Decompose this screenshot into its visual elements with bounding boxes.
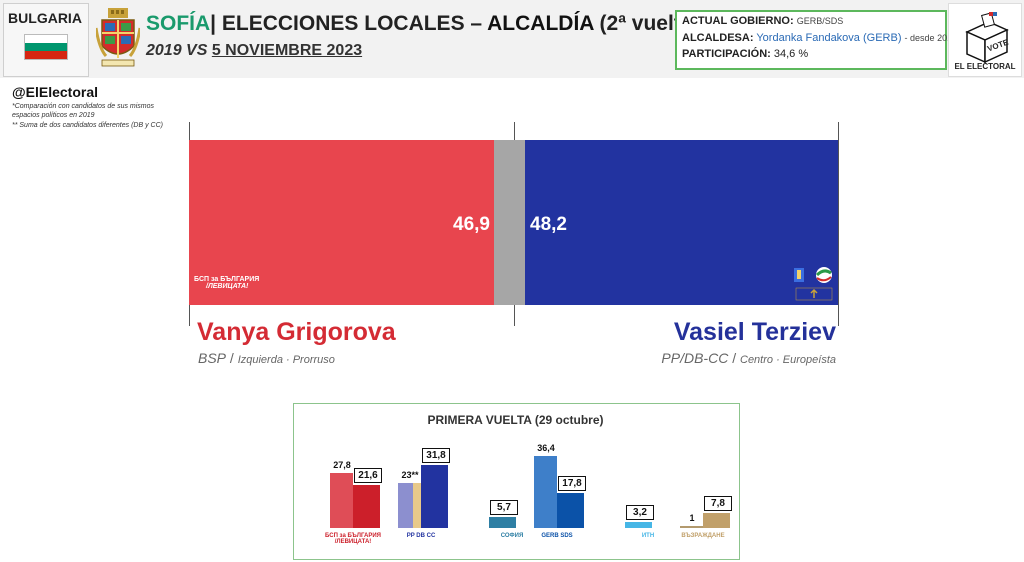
turnout-label: PARTICIPACIÓN: [682, 48, 771, 60]
info-government: ACTUAL GOBIERNO: GERB/SDS [682, 15, 843, 27]
info-box [675, 10, 947, 70]
value-label-right: 48,2 [530, 214, 567, 235]
note-sum: ** Suma de dos candidatos diferentes (DB… [12, 122, 163, 129]
turnout-value: 34,6 % [773, 48, 809, 60]
flag-stripe-white [25, 35, 67, 43]
info-turnout: PARTICIPACIÓN: 34,6 % [682, 48, 808, 60]
bar-left-candidate [189, 140, 494, 305]
axis-tick-right [838, 122, 839, 326]
mayor-label: ALCALDESA: [682, 32, 754, 44]
party-logo-small: PP DB CC [406, 533, 436, 539]
bulgaria-flag [24, 34, 68, 60]
bar-2023 [557, 492, 584, 528]
bar-2023 [625, 521, 652, 528]
title-middle: | ELECCIONES LOCALES – [210, 12, 488, 35]
label-2023: 21,6 [354, 468, 382, 484]
label-2023: 5,7 [490, 499, 518, 515]
candidate-left-name: Vanya Grigorova [197, 318, 396, 346]
bsp-logo: БСП за БЪЛГАРИЯ /ЛЕВИЦАТА! [194, 276, 260, 298]
bar-2019 [680, 526, 703, 528]
label-2023: 7,8 [704, 495, 732, 511]
label-2019: 1 [689, 513, 695, 524]
label-2023: 17,8 [558, 475, 586, 491]
right-party: PP/DB-CC [661, 350, 729, 366]
label-2023: 31,8 [422, 448, 450, 464]
label-2019: 36,4 [537, 443, 555, 453]
first-round-title: PRIMERA VUELTA (29 octubre) [427, 413, 604, 427]
subtitle-date: 5 NOVIEMBRE 2023 [211, 42, 363, 59]
left-party: BSP [198, 350, 227, 366]
left-sep: / [226, 350, 238, 366]
mayor-since: - desde 2011 [904, 33, 957, 43]
pp-db-cc-logos-icon [794, 267, 833, 301]
bsp-logo-line2: /ЛЕВИЦАТА! [206, 283, 249, 290]
subtitle-years: 2019 VS [146, 42, 212, 59]
bar-2019 [330, 473, 353, 528]
party-logo-small: GERB SDS [541, 533, 573, 539]
title-round: (2ª vuelta) [593, 12, 700, 35]
party-logo-small: ВЪЗРАЖДАНЕ [681, 533, 725, 539]
party-logo-small: СОФИЯ [500, 533, 524, 539]
label-2019: 23** [401, 469, 419, 480]
bar-2023 [489, 516, 516, 528]
bar-right-candidate [525, 140, 838, 305]
party-logo-small: ИТН [641, 533, 655, 539]
bar-2019 [534, 456, 557, 528]
page-subtitle: 2019 VS 5 NOVIEMBRE 2023 [146, 42, 362, 60]
flag-stripe-red [25, 51, 67, 59]
value-label-left: 46,9 [453, 214, 490, 235]
twitter-handle: @ElElectoral [12, 84, 99, 100]
bar-blank-votes [494, 140, 525, 305]
note-comparison: *Comparación con candidatos de sus mismo… [12, 103, 155, 119]
el-electoral-logo: VOTE EL ELECTORAL [948, 3, 1022, 77]
mayor-value: Yordanka Fandakova (GERB) [756, 32, 902, 44]
ballot-box-icon [965, 12, 1009, 64]
brand-text: EL ELECTORAL [954, 62, 1016, 71]
bar-2019 [398, 482, 413, 528]
title-city: SOFÍA [146, 12, 211, 35]
bar-2019b [413, 482, 421, 528]
page-title: SOFÍA| ELECCIONES LOCALES – ALCALDÍA (2ª… [146, 12, 700, 36]
right-ideology: Centro · Europeísta [740, 354, 836, 366]
bar-2023 [353, 485, 380, 528]
gov-value: GERB/SDS [796, 16, 844, 26]
title-office: ALCALDÍA [487, 12, 594, 35]
gov-label: ACTUAL GOBIERNO: [682, 15, 794, 27]
bsp-logo-line1: БСП за БЪЛГАРИЯ [194, 276, 260, 283]
bar-2023 [421, 465, 448, 528]
party-logo-small: БСП за БЪЛГАРИЯ /ЛЕВИЦАТА! [325, 533, 381, 545]
candidate-left-affiliation: BSP / Izquierda · Prorruso [198, 350, 335, 366]
candidate-right-name: Vasiel Terziev [673, 318, 836, 346]
flag-stripe-green [25, 43, 67, 51]
bar-2023 [703, 512, 730, 528]
left-ideology: Izquierda · Prorruso [237, 354, 335, 366]
label-2019: 27,8 [333, 460, 351, 470]
sofia-coat-of-arms-icon [96, 8, 140, 67]
candidate-right-affiliation: PP/DB-CC / Centro · Europeísta [586, 350, 836, 366]
label-2023: 3,2 [626, 504, 654, 520]
right-sep: / [728, 350, 740, 366]
info-mayor: ALCALDESA: Yordanka Fandakova (GERB) - d… [682, 32, 956, 44]
country-name: BULGARIA [8, 10, 82, 26]
